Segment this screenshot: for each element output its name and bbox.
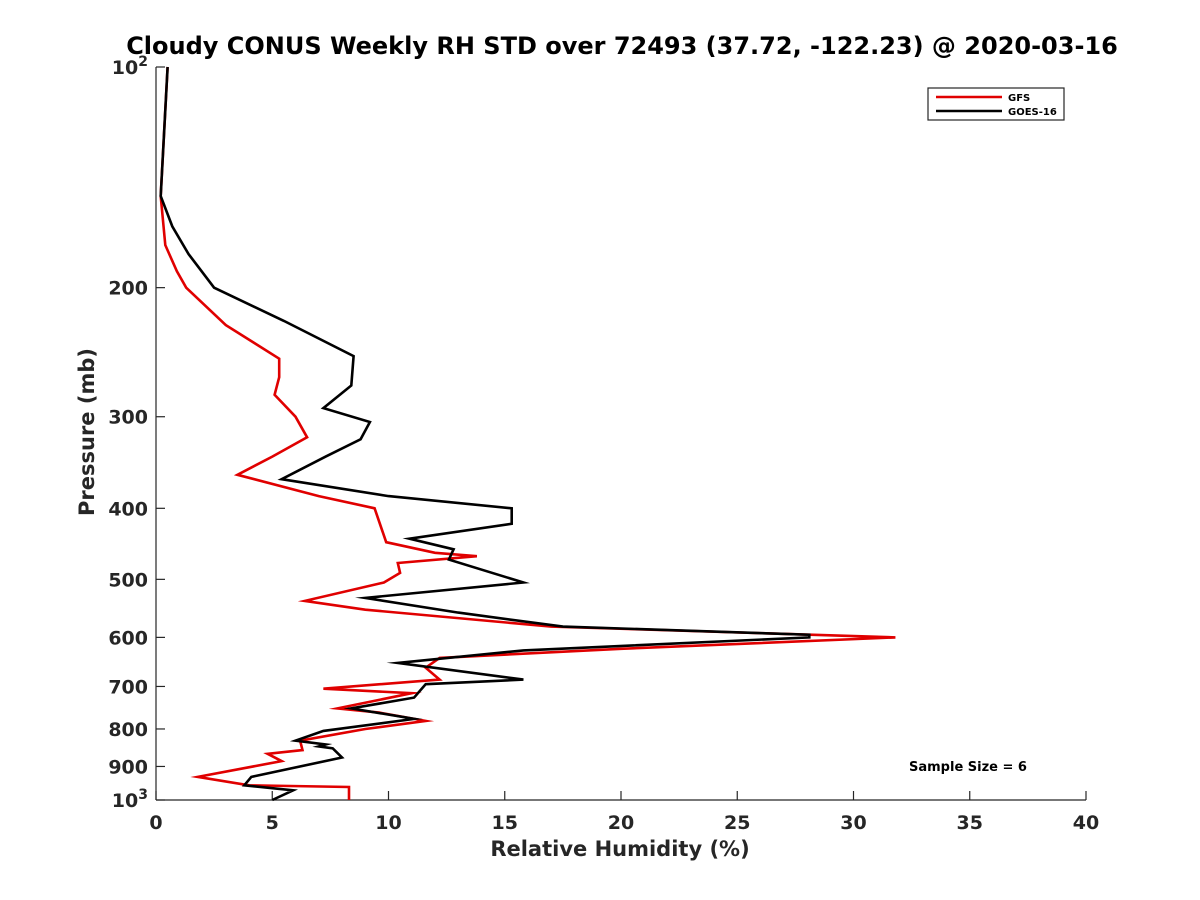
chart-title: Cloudy CONUS Weekly RH STD over 72493 (3…: [126, 32, 1118, 60]
y-tick-label: 800: [108, 719, 148, 741]
x-tick-label: 20: [608, 812, 634, 834]
x-tick-label: 25: [724, 812, 750, 834]
y-tick-label: 400: [108, 498, 148, 520]
y-tick-label: 300: [108, 407, 148, 429]
x-tick-label: 30: [840, 812, 866, 834]
series-line-goes-16: [159, 66, 811, 802]
legend-box: [927, 87, 1065, 121]
sample-size-annotation: Sample Size = 6: [909, 760, 1027, 775]
y-tick-label: 600: [108, 627, 148, 649]
y-tick-label: 500: [108, 569, 148, 591]
legend: GFS GOES-16: [927, 87, 1065, 121]
y-tick-label: 900: [108, 756, 148, 778]
y-tick-label: 102: [112, 54, 148, 79]
x-axis-label: Relative Humidity (%): [490, 837, 749, 861]
y-tick-label: 200: [108, 278, 148, 300]
plot-area: 0 5 10 15 20 25 30 35 40 102 200 300 400 500 600 700 800…: [108, 54, 1099, 834]
x-tick-label: 35: [957, 812, 983, 834]
x-tick-label: 5: [266, 812, 279, 834]
x-tick-label: 0: [149, 812, 162, 834]
legend-label-gfs: GFS: [1008, 93, 1030, 104]
x-tick-label: 40: [1073, 812, 1099, 834]
y-tick-label: 700: [108, 676, 148, 698]
y-axis-label: Pressure (mb): [75, 348, 99, 516]
x-tick-label: 15: [492, 812, 518, 834]
x-tick-label: 10: [375, 812, 401, 834]
y-tick-label: 103: [112, 787, 148, 812]
legend-label-goes-16: GOES-16: [1008, 107, 1057, 118]
